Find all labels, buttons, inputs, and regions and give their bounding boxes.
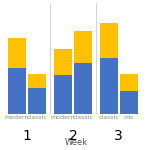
Bar bbox=[120, 74, 138, 91]
Bar bbox=[99, 58, 118, 114]
Bar bbox=[99, 23, 118, 58]
Bar bbox=[74, 31, 92, 63]
Bar bbox=[74, 63, 92, 114]
Bar bbox=[120, 91, 138, 114]
Bar bbox=[8, 38, 26, 68]
Bar bbox=[54, 75, 72, 114]
Bar bbox=[28, 88, 46, 114]
Bar bbox=[54, 49, 72, 75]
Bar bbox=[8, 68, 26, 114]
X-axis label: Week: Week bbox=[65, 138, 88, 147]
Bar bbox=[28, 74, 46, 88]
